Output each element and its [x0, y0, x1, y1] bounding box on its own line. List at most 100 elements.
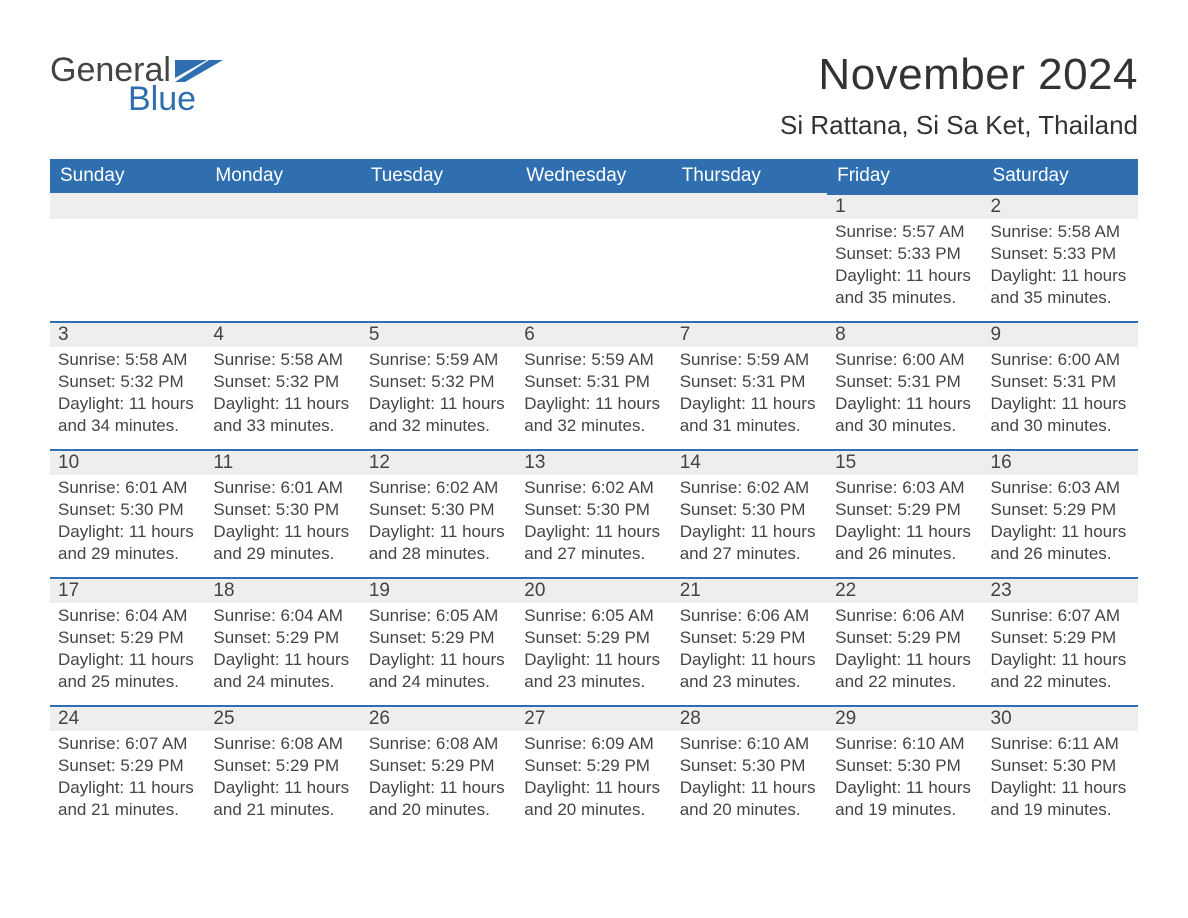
daylight-line: Daylight: 11 hours and 35 minutes. [991, 265, 1130, 309]
calendar-cell: 14Sunrise: 6:02 AMSunset: 5:30 PMDayligh… [672, 449, 827, 577]
calendar-week-row: 24Sunrise: 6:07 AMSunset: 5:29 PMDayligh… [50, 705, 1138, 833]
daylight-line: Daylight: 11 hours and 29 minutes. [213, 521, 352, 565]
daylight-line: Daylight: 11 hours and 19 minutes. [835, 777, 974, 821]
sunrise-line: Sunrise: 5:59 AM [369, 349, 508, 371]
day-details: Sunrise: 6:10 AMSunset: 5:30 PMDaylight:… [672, 731, 827, 829]
sunrise-line: Sunrise: 6:08 AM [213, 733, 352, 755]
daylight-line: Daylight: 11 hours and 30 minutes. [835, 393, 974, 437]
daylight-line: Daylight: 11 hours and 26 minutes. [991, 521, 1130, 565]
daylight-line: Daylight: 11 hours and 27 minutes. [524, 521, 663, 565]
weekday-header: Wednesday [516, 159, 671, 193]
sunset-line: Sunset: 5:30 PM [835, 755, 974, 777]
day-number: 5 [361, 321, 516, 347]
day-details: Sunrise: 6:01 AMSunset: 5:30 PMDaylight:… [50, 475, 205, 573]
day-details: Sunrise: 6:00 AMSunset: 5:31 PMDaylight:… [827, 347, 982, 445]
daylight-line: Daylight: 11 hours and 21 minutes. [58, 777, 197, 821]
daylight-line: Daylight: 11 hours and 24 minutes. [369, 649, 508, 693]
calendar-cell: 27Sunrise: 6:09 AMSunset: 5:29 PMDayligh… [516, 705, 671, 833]
calendar-cell: 20Sunrise: 6:05 AMSunset: 5:29 PMDayligh… [516, 577, 671, 705]
daylight-line: Daylight: 11 hours and 29 minutes. [58, 521, 197, 565]
header-row: General Blue November 2024 Si Rattana, S… [50, 50, 1138, 141]
daylight-line: Daylight: 11 hours and 32 minutes. [369, 393, 508, 437]
day-details: Sunrise: 6:05 AMSunset: 5:29 PMDaylight:… [516, 603, 671, 701]
sunset-line: Sunset: 5:30 PM [680, 499, 819, 521]
calendar-cell: 13Sunrise: 6:02 AMSunset: 5:30 PMDayligh… [516, 449, 671, 577]
day-details: Sunrise: 6:06 AMSunset: 5:29 PMDaylight:… [672, 603, 827, 701]
calendar-cell: 29Sunrise: 6:10 AMSunset: 5:30 PMDayligh… [827, 705, 982, 833]
sunset-line: Sunset: 5:33 PM [991, 243, 1130, 265]
daylight-line: Daylight: 11 hours and 26 minutes. [835, 521, 974, 565]
day-details: Sunrise: 6:03 AMSunset: 5:29 PMDaylight:… [827, 475, 982, 573]
sunrise-line: Sunrise: 5:57 AM [835, 221, 974, 243]
calendar-cell: 5Sunrise: 5:59 AMSunset: 5:32 PMDaylight… [361, 321, 516, 449]
logo-text-2: Blue [128, 84, 196, 115]
sunset-line: Sunset: 5:29 PM [835, 627, 974, 649]
weekday-header: Monday [205, 159, 360, 193]
sunrise-line: Sunrise: 5:58 AM [991, 221, 1130, 243]
weekday-header: Thursday [672, 159, 827, 193]
day-details: Sunrise: 5:59 AMSunset: 5:31 PMDaylight:… [516, 347, 671, 445]
day-details: Sunrise: 6:02 AMSunset: 5:30 PMDaylight:… [361, 475, 516, 573]
sunset-line: Sunset: 5:32 PM [369, 371, 508, 393]
day-details: Sunrise: 6:09 AMSunset: 5:29 PMDaylight:… [516, 731, 671, 829]
calendar-cell [361, 193, 516, 321]
calendar-body: 1Sunrise: 5:57 AMSunset: 5:33 PMDaylight… [50, 193, 1138, 833]
day-details: Sunrise: 6:07 AMSunset: 5:29 PMDaylight:… [50, 731, 205, 829]
day-details: Sunrise: 5:59 AMSunset: 5:32 PMDaylight:… [361, 347, 516, 445]
calendar-cell: 17Sunrise: 6:04 AMSunset: 5:29 PMDayligh… [50, 577, 205, 705]
day-details: Sunrise: 6:11 AMSunset: 5:30 PMDaylight:… [983, 731, 1138, 829]
day-number: 17 [50, 577, 205, 603]
sunset-line: Sunset: 5:29 PM [213, 755, 352, 777]
day-details: Sunrise: 6:08 AMSunset: 5:29 PMDaylight:… [361, 731, 516, 829]
sunset-line: Sunset: 5:29 PM [369, 755, 508, 777]
day-number: 25 [205, 705, 360, 731]
day-number: 28 [672, 705, 827, 731]
day-details: Sunrise: 6:04 AMSunset: 5:29 PMDaylight:… [50, 603, 205, 701]
calendar-cell: 2Sunrise: 5:58 AMSunset: 5:33 PMDaylight… [983, 193, 1138, 321]
day-details: Sunrise: 5:59 AMSunset: 5:31 PMDaylight:… [672, 347, 827, 445]
empty-day [50, 193, 205, 219]
day-number: 6 [516, 321, 671, 347]
weekday-header: Tuesday [361, 159, 516, 193]
day-details: Sunrise: 6:04 AMSunset: 5:29 PMDaylight:… [205, 603, 360, 701]
day-details: Sunrise: 6:08 AMSunset: 5:29 PMDaylight:… [205, 731, 360, 829]
daylight-line: Daylight: 11 hours and 33 minutes. [213, 393, 352, 437]
sunrise-line: Sunrise: 6:01 AM [58, 477, 197, 499]
daylight-line: Daylight: 11 hours and 19 minutes. [991, 777, 1130, 821]
calendar-cell: 1Sunrise: 5:57 AMSunset: 5:33 PMDaylight… [827, 193, 982, 321]
day-details: Sunrise: 5:58 AMSunset: 5:33 PMDaylight:… [983, 219, 1138, 317]
day-details: Sunrise: 6:00 AMSunset: 5:31 PMDaylight:… [983, 347, 1138, 445]
calendar-cell [50, 193, 205, 321]
daylight-line: Daylight: 11 hours and 35 minutes. [835, 265, 974, 309]
day-number: 23 [983, 577, 1138, 603]
sunrise-line: Sunrise: 6:05 AM [524, 605, 663, 627]
calendar-cell [672, 193, 827, 321]
sunset-line: Sunset: 5:32 PM [58, 371, 197, 393]
daylight-line: Daylight: 11 hours and 23 minutes. [524, 649, 663, 693]
day-number: 3 [50, 321, 205, 347]
day-number: 26 [361, 705, 516, 731]
daylight-line: Daylight: 11 hours and 22 minutes. [991, 649, 1130, 693]
sunrise-line: Sunrise: 6:03 AM [835, 477, 974, 499]
sunrise-line: Sunrise: 6:07 AM [58, 733, 197, 755]
sunset-line: Sunset: 5:30 PM [680, 755, 819, 777]
sunset-line: Sunset: 5:31 PM [524, 371, 663, 393]
calendar-week-row: 1Sunrise: 5:57 AMSunset: 5:33 PMDaylight… [50, 193, 1138, 321]
day-number: 21 [672, 577, 827, 603]
calendar-cell: 28Sunrise: 6:10 AMSunset: 5:30 PMDayligh… [672, 705, 827, 833]
daylight-line: Daylight: 11 hours and 20 minutes. [369, 777, 508, 821]
calendar-cell: 12Sunrise: 6:02 AMSunset: 5:30 PMDayligh… [361, 449, 516, 577]
day-details: Sunrise: 6:05 AMSunset: 5:29 PMDaylight:… [361, 603, 516, 701]
sunset-line: Sunset: 5:29 PM [991, 627, 1130, 649]
calendar-cell: 8Sunrise: 6:00 AMSunset: 5:31 PMDaylight… [827, 321, 982, 449]
sunset-line: Sunset: 5:30 PM [369, 499, 508, 521]
calendar-cell: 18Sunrise: 6:04 AMSunset: 5:29 PMDayligh… [205, 577, 360, 705]
logo: General Blue [50, 50, 223, 115]
sunrise-line: Sunrise: 6:11 AM [991, 733, 1130, 755]
day-details: Sunrise: 6:01 AMSunset: 5:30 PMDaylight:… [205, 475, 360, 573]
daylight-line: Daylight: 11 hours and 20 minutes. [524, 777, 663, 821]
sunset-line: Sunset: 5:29 PM [524, 627, 663, 649]
day-number: 20 [516, 577, 671, 603]
day-number: 24 [50, 705, 205, 731]
calendar-cell [516, 193, 671, 321]
